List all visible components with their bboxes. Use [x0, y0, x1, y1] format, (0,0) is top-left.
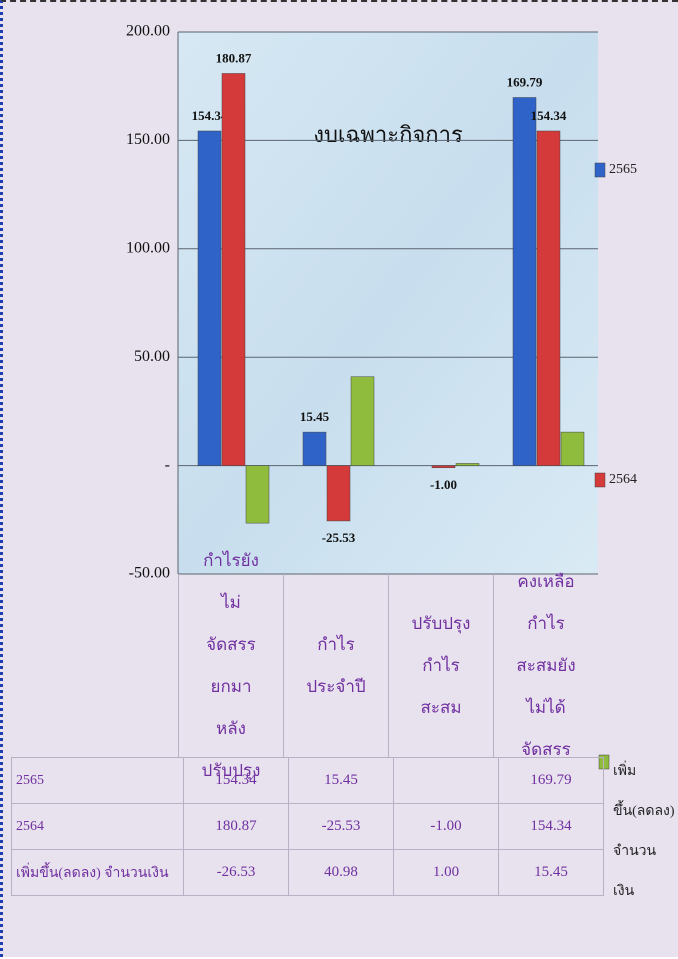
bar: [560, 431, 585, 466]
chart-title: งบเฉพาะกิจการ: [313, 122, 463, 147]
table-cell: 180.87: [183, 803, 289, 850]
legend-label: เพิ่มขึ้น(ลดลง) จำนวนเงิน: [613, 764, 675, 899]
row-label: เพิ่มขึ้น(ลดลง) จำนวนเงิน: [11, 849, 184, 896]
table-cell: 40.98: [288, 849, 394, 896]
table-cell: -26.53: [183, 849, 289, 896]
legend-swatch: [594, 472, 606, 488]
y-tick-label: 50.00: [134, 348, 170, 365]
legend-label: 2565: [609, 162, 637, 177]
data-label: 169.79: [507, 74, 543, 89]
category-label: ปรับปรุงกำไรสะสม: [388, 574, 493, 757]
data-label: -25.53: [322, 530, 356, 545]
bar: [245, 465, 270, 524]
row-label: 2565: [11, 757, 184, 804]
data-label: -1.00: [430, 477, 457, 492]
row-label: 2564: [11, 803, 184, 850]
category-label: กำไรประจำปี: [283, 574, 388, 757]
data-label: 15.45: [300, 409, 330, 424]
table-row: 2564 180.87 -25.53 -1.00 154.34: [11, 803, 604, 850]
bar: [431, 465, 456, 469]
y-tick-label: 100.00: [126, 239, 170, 256]
table-cell: 154.34: [498, 803, 604, 850]
table-cell: [393, 757, 499, 804]
data-label: 154.34: [192, 108, 228, 123]
table-cell: 1.00: [393, 849, 499, 896]
y-tick-label: 150.00: [126, 131, 170, 148]
bar: [221, 73, 246, 466]
chart: งบเฉพาะกิจการ -50.00-50.00100.00150.0020…: [126, 23, 610, 770]
category-label: กำไรยังไม่จัดสรรยกมาหลังปรับปรุง: [178, 551, 283, 780]
bar: [197, 130, 222, 466]
table-row: เพิ่มขึ้น(ลดลง) จำนวนเงิน -26.53 40.98 1.00…: [11, 849, 604, 896]
table-cell: 169.79: [498, 757, 604, 804]
bar: [536, 130, 561, 466]
category-label: คงเหลือกำไรสะสมยังไม่ได้จัดสรร: [493, 572, 598, 759]
data-table: 2565 154.34 15.45 169.79 2564 180.87 -25.53 -1.…: [11, 757, 604, 896]
bar: [326, 465, 351, 522]
bar: [350, 376, 375, 466]
legend-label: 2564: [609, 472, 637, 487]
y-tick-label: 200.00: [126, 23, 170, 40]
table-cell: -25.53: [288, 803, 394, 850]
data-label: 180.87: [216, 50, 252, 65]
bar: [302, 431, 327, 466]
bar: [512, 97, 537, 466]
table-cell: 154.34: [183, 757, 289, 804]
table-cell: -1.00: [393, 803, 499, 850]
table-cell: 15.45: [288, 757, 394, 804]
legend-swatch: [594, 162, 606, 178]
y-tick-label: -50.00: [129, 565, 170, 582]
table-cell: 15.45: [498, 849, 604, 896]
data-label: 154.34: [531, 108, 567, 123]
table-row: 2565 154.34 15.45 169.79: [11, 757, 604, 804]
y-tick-label: -: [165, 456, 170, 473]
bar: [455, 463, 480, 466]
